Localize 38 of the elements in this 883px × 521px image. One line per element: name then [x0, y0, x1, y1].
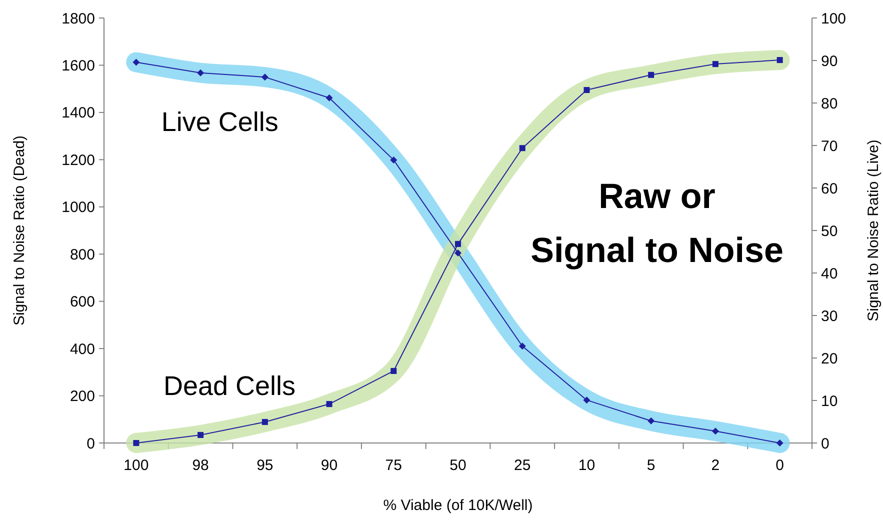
x-tick-label: 2: [711, 457, 720, 474]
x-tick-label: 90: [320, 457, 338, 474]
x-tick-label: 25: [514, 457, 531, 474]
annotation: Raw or Signal to Noise: [530, 177, 784, 270]
y2-tick-label: 30: [821, 308, 838, 325]
y2-tick-label: 20: [821, 350, 838, 368]
x-tick-label: 10: [578, 457, 596, 474]
y-tick-label: 1200: [62, 152, 95, 169]
y2-tick-label: 10: [821, 392, 838, 410]
y2-tick-label: 40: [821, 265, 838, 282]
y2-tick-label: 70: [821, 138, 838, 155]
x-tick-label: 98: [192, 457, 209, 474]
x-tick-label: 100: [124, 457, 149, 474]
y2-tick-label: 60: [821, 180, 838, 198]
series-label: Dead Cells: [163, 370, 296, 401]
x-tick-label: 95: [256, 457, 274, 474]
y2-axis-title: Signal to Noise Ratio (Live): [865, 140, 882, 322]
y-tick-label: 1000: [62, 199, 95, 216]
y-axis-title: Signal to Noise Ratio (Dead): [11, 135, 28, 326]
x-axis-title: % Viable (of 10K/Well): [383, 497, 533, 514]
x-tick-label: 5: [646, 457, 656, 474]
y-tick-label: 800: [70, 246, 95, 264]
y2-tick-label: 90: [821, 52, 838, 70]
x-tick-label: 0: [776, 457, 784, 474]
y-tick-label: 1400: [62, 104, 95, 122]
y-tick-label: 0: [86, 435, 95, 452]
y-tick-label: 1600: [62, 57, 95, 74]
y-tick-label: 1800: [62, 10, 95, 28]
y2-tick-label: 50: [821, 222, 838, 240]
y2-tick-label: 0: [821, 435, 830, 452]
y-tick-label: 600: [70, 294, 95, 311]
y-tick-label: 200: [70, 388, 95, 406]
x-tick-label: 75: [385, 457, 402, 474]
y2-tick-label: 100: [821, 10, 846, 28]
series-label: Live Cells: [161, 106, 278, 137]
x-tick-label: 50: [450, 457, 466, 474]
y2-tick-label: 80: [821, 95, 838, 112]
y-tick-label: 400: [70, 340, 95, 358]
